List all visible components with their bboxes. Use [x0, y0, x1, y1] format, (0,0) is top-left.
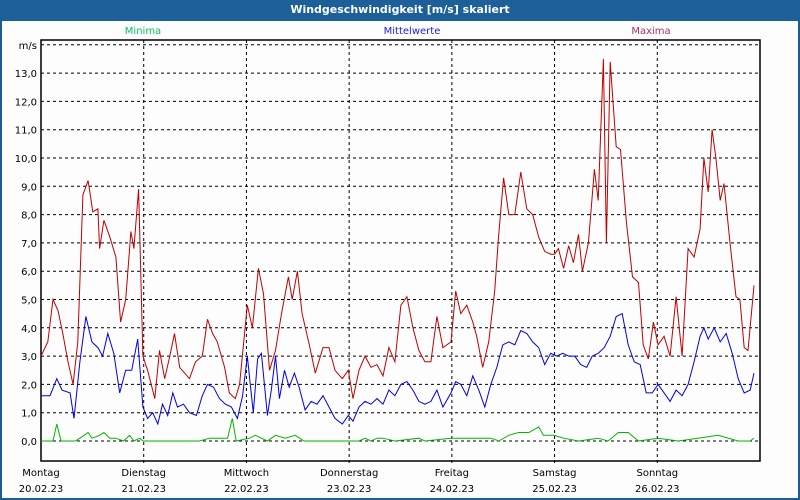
y-tick-label: 6,0 — [21, 267, 37, 278]
chart-panel — [2, 21, 798, 498]
y-tick-label: 9,0 — [21, 182, 37, 193]
x-tick-day: Mittwoch — [224, 468, 269, 479]
x-tick-day: Montag — [22, 468, 59, 479]
x-tick-date: 23.02.23 — [327, 484, 372, 495]
x-tick-day: Sonntag — [637, 468, 679, 479]
legend-maxima: Maxima — [631, 26, 671, 37]
y-tick-label: 7,0 — [21, 239, 37, 250]
legend-minima: Minima — [124, 26, 162, 37]
series-line-mittel — [41, 312, 755, 426]
x-tick-date: 24.02.23 — [430, 484, 475, 495]
y-tick-label: 3,0 — [21, 352, 37, 363]
y-tick-label: 1,0 — [21, 409, 37, 420]
series-line-maxima — [40, 58, 755, 400]
x-tick-day: Dienstag — [121, 468, 166, 479]
x-tick-date: 25.02.23 — [532, 484, 577, 495]
x-tick-day: Samstag — [533, 468, 577, 479]
y-tick-label: 11,0 — [15, 126, 37, 137]
legend-mittelwerte: Mittelwerte — [383, 26, 441, 37]
x-tick-date: 22.02.23 — [224, 484, 269, 495]
y-tick-label: 12,0 — [15, 97, 37, 108]
x-tick-date: 20.02.23 — [19, 484, 64, 495]
y-tick-label: 4,0 — [21, 324, 37, 335]
x-tick-day: Freitag — [435, 468, 469, 479]
y-tick-label: 0,0 — [21, 437, 37, 448]
y-tick-label: 8,0 — [21, 211, 37, 222]
x-tick-date: 26.02.23 — [635, 484, 680, 495]
y-tick-label: m/s — [19, 41, 37, 52]
y-tick-label: 5,0 — [21, 296, 37, 307]
plot-frame — [40, 39, 761, 462]
series-line-minima — [41, 418, 755, 442]
x-tick-date: 21.02.23 — [121, 484, 166, 495]
y-tick-label: 10,0 — [15, 154, 37, 165]
y-tick-label: 13,0 — [15, 69, 37, 80]
x-tick-day: Donnerstag — [320, 468, 378, 479]
window-title: Windgeschwindigkeit [m/s] skaliert — [0, 0, 800, 21]
y-tick-label: 2,0 — [21, 380, 37, 391]
